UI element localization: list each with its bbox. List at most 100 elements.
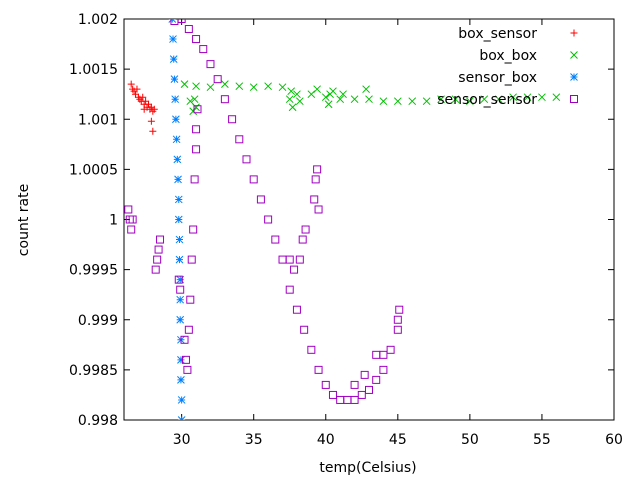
data-point bbox=[494, 95, 503, 104]
data-point bbox=[145, 100, 152, 108]
legend-marker bbox=[570, 29, 578, 37]
data-point bbox=[228, 115, 237, 124]
x-tick-label: 45 bbox=[389, 432, 407, 448]
legend-label: box_box bbox=[479, 48, 537, 64]
data-point bbox=[133, 85, 141, 93]
data-point bbox=[184, 25, 193, 34]
data-point bbox=[132, 90, 140, 98]
y-tick-label: 0.998 bbox=[78, 413, 118, 429]
data-point bbox=[151, 265, 160, 274]
data-point bbox=[552, 93, 561, 102]
data-point bbox=[142, 97, 150, 105]
data-point bbox=[172, 115, 180, 124]
data-point bbox=[365, 95, 373, 104]
data-point bbox=[175, 235, 184, 244]
data-point bbox=[169, 55, 178, 63]
legend-label: sensor_sensor bbox=[437, 92, 537, 108]
data-point bbox=[128, 215, 137, 224]
legend: box_sensor box_box sensor_box sensor_sensor bbox=[437, 26, 578, 108]
data-point bbox=[314, 205, 323, 214]
data-point bbox=[310, 195, 319, 204]
data-point bbox=[174, 175, 182, 184]
data-point bbox=[264, 215, 273, 224]
data-point bbox=[149, 127, 157, 135]
data-point bbox=[350, 395, 359, 404]
data-point bbox=[174, 275, 183, 284]
data-point bbox=[360, 370, 369, 379]
data-point bbox=[295, 255, 304, 264]
data-point bbox=[466, 97, 474, 106]
data-point bbox=[242, 155, 251, 164]
data-point bbox=[313, 85, 321, 94]
data-point bbox=[177, 376, 185, 384]
data-point bbox=[288, 103, 297, 112]
data-point bbox=[192, 82, 200, 91]
data-point bbox=[168, 19, 177, 23]
data-point bbox=[249, 83, 258, 92]
data-point bbox=[300, 325, 309, 334]
data-point bbox=[177, 416, 186, 420]
data-point bbox=[271, 235, 280, 244]
series-sensor-sensor bbox=[124, 19, 404, 404]
data-point bbox=[235, 135, 244, 144]
x-tick-label: 35 bbox=[245, 432, 263, 448]
data-point bbox=[177, 396, 186, 404]
data-point bbox=[350, 380, 359, 389]
data-point bbox=[328, 390, 337, 399]
data-point bbox=[329, 87, 337, 96]
data-point bbox=[285, 285, 294, 294]
data-point bbox=[183, 365, 192, 374]
data-point bbox=[124, 205, 133, 214]
legend-label: sensor_box bbox=[458, 70, 537, 86]
axis-ticks: 30 35 40 45 50 55 60 0.998 0.9985 0.999 0.9995 1 1.0… bbox=[69, 12, 623, 448]
data-point bbox=[147, 117, 155, 125]
data-point bbox=[173, 155, 182, 164]
data-point bbox=[156, 235, 165, 244]
data-point bbox=[186, 97, 195, 106]
plot-frame bbox=[123, 18, 615, 421]
data-point bbox=[177, 355, 185, 364]
series-box-sensor bbox=[127, 80, 158, 135]
data-point bbox=[324, 100, 333, 109]
y-tick-label: 0.9995 bbox=[69, 263, 118, 279]
x-tick-label: 40 bbox=[317, 432, 335, 448]
data-point bbox=[357, 390, 366, 399]
data-point bbox=[192, 125, 201, 134]
data-point bbox=[190, 95, 199, 104]
data-point bbox=[220, 95, 229, 104]
data-points bbox=[124, 19, 561, 420]
data-point bbox=[336, 95, 345, 104]
data-point bbox=[290, 265, 299, 274]
y-tick-label: 1.002 bbox=[78, 12, 118, 28]
data-point bbox=[176, 275, 185, 284]
data-point bbox=[256, 195, 265, 204]
data-point bbox=[170, 75, 179, 84]
data-point bbox=[235, 82, 244, 91]
data-point bbox=[362, 85, 370, 94]
data-point bbox=[176, 295, 185, 304]
data-point bbox=[150, 105, 158, 113]
data-point bbox=[187, 255, 196, 264]
data-point bbox=[451, 95, 460, 104]
data-point bbox=[339, 90, 347, 99]
data-point bbox=[295, 97, 304, 106]
data-point bbox=[523, 93, 532, 102]
data-point bbox=[372, 350, 381, 359]
data-point bbox=[192, 145, 201, 154]
data-point bbox=[213, 75, 222, 84]
data-point bbox=[189, 107, 198, 116]
data-point bbox=[249, 175, 258, 184]
data-point bbox=[190, 175, 199, 184]
data-point bbox=[314, 365, 323, 374]
data-point bbox=[365, 385, 373, 394]
legend-marker bbox=[570, 95, 578, 103]
data-point bbox=[538, 93, 546, 102]
x-tick-label: 55 bbox=[533, 432, 551, 448]
y-tick-label: 1 bbox=[109, 213, 118, 229]
legend-marker bbox=[570, 51, 578, 59]
data-point bbox=[395, 305, 404, 314]
data-point bbox=[372, 375, 381, 384]
data-point bbox=[321, 380, 330, 389]
data-point bbox=[336, 395, 345, 404]
y-tick-label: 1.001 bbox=[78, 112, 118, 128]
